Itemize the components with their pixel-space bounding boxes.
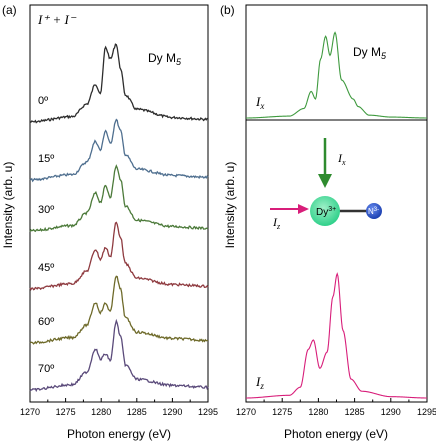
panel-b-xtick-label-5: 1295 [417,407,436,417]
beam-x-top-label: Ix [337,151,346,167]
panel-a-series-0 [29,43,209,124]
panel-b-series-label-main-0: I [255,94,261,109]
panel-a-edge-label: Dy M5 [148,51,182,67]
panel-b-series-label-sub-0: x [259,101,264,111]
dy-ion-sphere [310,196,340,226]
panel-a-xtick-label-0: 1270 [20,407,40,417]
panel-a-series-label-3: 45º [38,262,54,274]
panel-a-series-label-2: 30º [38,204,54,216]
beam-z-left-label: Iz [272,215,281,231]
panel-a-plot: 1270 1275 1280 1285 1290 1295 0º 15º 30º 45º 60º 70… [20,43,218,417]
panel-a-xtick-label-1: 1275 [56,407,76,417]
panel-a-series-label-0: 0º [38,95,48,107]
n-ion-main: N [368,207,374,216]
panel-a-series-2 [29,164,209,233]
panel-b-xtick-label-3: 1285 [345,407,365,417]
panel-a-xtick-label-5: 1295 [198,407,218,417]
panel-a-series-label-5: 70º [38,363,54,375]
panel-label-b: (b) [220,3,235,17]
panel-b-xtick-label-0: 1270 [236,407,256,417]
panel-a-measurement-label: I⁺ + I⁻ [37,12,77,27]
panel-a-series-1 [29,118,209,183]
panel-b-xtick-label-1: 1275 [272,407,292,417]
beam-x-top-main: I [337,151,343,165]
panel-b-series-label-main-1: I [255,374,261,389]
panel-a-series-label-1: 15º [38,153,54,165]
dy-ion-charge: 3+ [328,206,336,213]
panel-a-xtick-label-2: 1280 [91,407,111,417]
dy-ion-label: Dy3+ [316,206,336,218]
panel-b-edge-main: Dy M [353,45,381,59]
panel-b-series-1 [246,272,427,399]
panel-b-edge-sub: 5 [381,51,387,61]
panel-b-series-label-1: Iz [255,374,264,391]
panel-a-edge-sub: 5 [176,57,182,67]
panel-b-series-0 [246,31,427,119]
panel-a-xtick-label-3: 1285 [127,407,147,417]
panel-a-series-3 [29,221,209,291]
panel-a-series-4 [29,275,209,345]
panel-a-series-label-4: 60º [38,316,54,328]
panel-a-edge-main: Dy M [148,51,176,65]
beam-z-left-main: I [272,215,278,229]
n-ion-sphere [366,203,382,219]
panel-a-ylabel: Intensity (arb. u) [1,162,15,249]
panel-b-xtick-label-2: 1280 [308,407,328,417]
panel-label-a: (a) [2,3,17,17]
panel-a-xlabel: Photon energy (eV) [67,427,171,441]
green-arrow-head-icon [318,174,332,188]
panel-b-xtick-label-4: 1290 [381,407,401,417]
panel-b-edge-label: Dy M5 [353,45,387,61]
panel-b-series-label-0: Ix [255,94,264,111]
dy-ion-main: Dy [316,207,328,218]
beam-x-top-sub: x [341,158,346,167]
panel-b-ylabel: Intensity (arb. u) [223,162,237,249]
n-ion-charge: 3- [374,207,379,213]
panel-b-series-label-sub-1: z [259,381,264,391]
molecule-inset: Ix Iz Dy3+ N3- [270,138,382,231]
pink-arrow-head-icon [298,204,309,214]
beam-z-left-sub: z [276,222,281,231]
panel-a-xtick-label-4: 1290 [162,407,182,417]
panel-a-series-5 [29,318,209,393]
n-ion-label: N3- [368,207,379,216]
panel-b-xlabel: Photon energy (eV) [284,427,388,441]
